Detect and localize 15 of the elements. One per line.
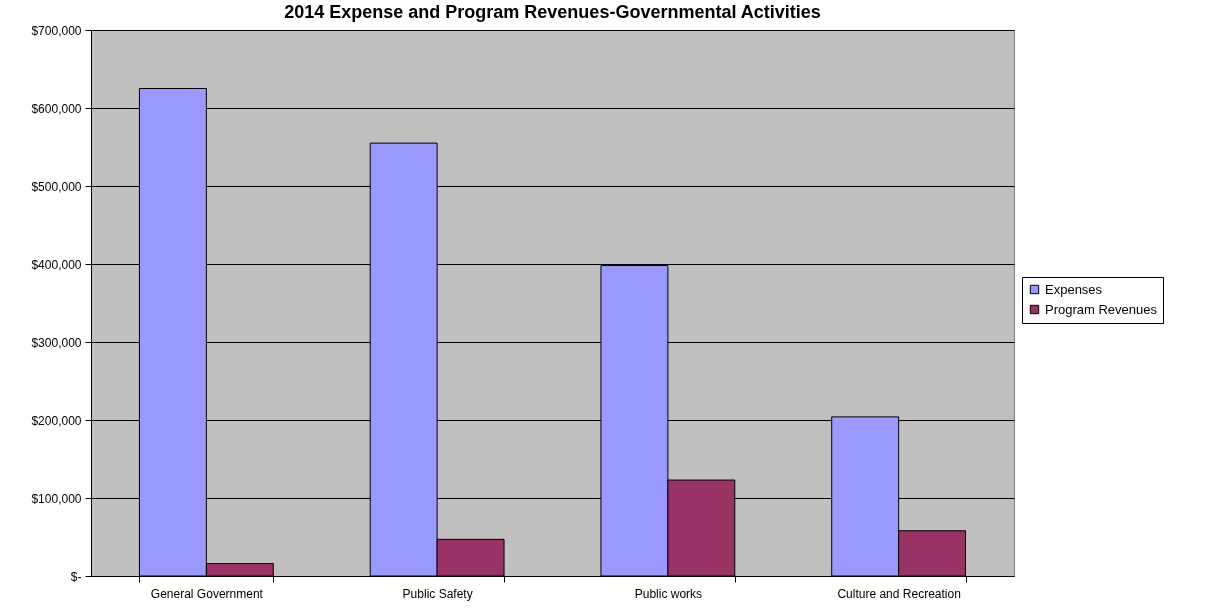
y-tick-label: $600,000	[31, 101, 82, 116]
x-tick-label: Public works	[634, 586, 703, 601]
chart-title: 2014 Expense and Program Revenues-Governmental Activities	[284, 2, 821, 22]
y-tick-label: $400,000	[31, 257, 82, 272]
legend-label: Expenses	[1045, 281, 1103, 297]
y-tick-label: $700,000	[31, 23, 82, 38]
legend-label: Program Revenues	[1045, 301, 1158, 317]
y-tick-label: $500,000	[31, 179, 82, 194]
y-tick-label: $300,000	[31, 335, 82, 350]
y-tick-label: $200,000	[31, 413, 82, 428]
x-tick-label: General Government	[150, 586, 264, 601]
x-tick-label: Culture and Recreation	[837, 586, 961, 601]
x-tick-label: Public Safety	[402, 586, 473, 601]
y-tick-label: $-	[70, 569, 82, 584]
y-tick-label: $100,000	[31, 491, 82, 506]
